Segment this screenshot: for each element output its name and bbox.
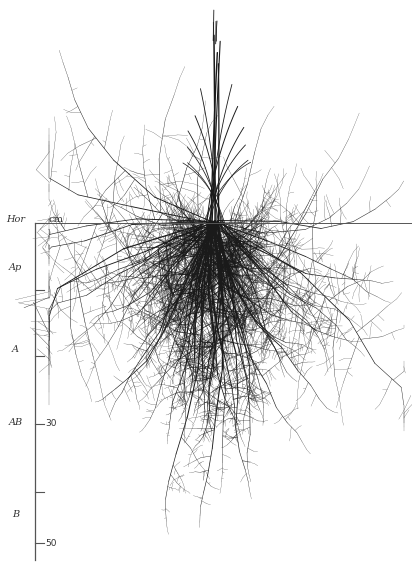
- Text: Hor: Hor: [6, 215, 25, 224]
- Text: A: A: [12, 345, 19, 354]
- Text: cm: cm: [48, 215, 63, 224]
- Text: 30: 30: [46, 419, 57, 428]
- Text: 50: 50: [46, 539, 57, 548]
- Text: Ap: Ap: [9, 263, 22, 272]
- Text: AB: AB: [9, 418, 23, 427]
- Text: B: B: [12, 510, 19, 519]
